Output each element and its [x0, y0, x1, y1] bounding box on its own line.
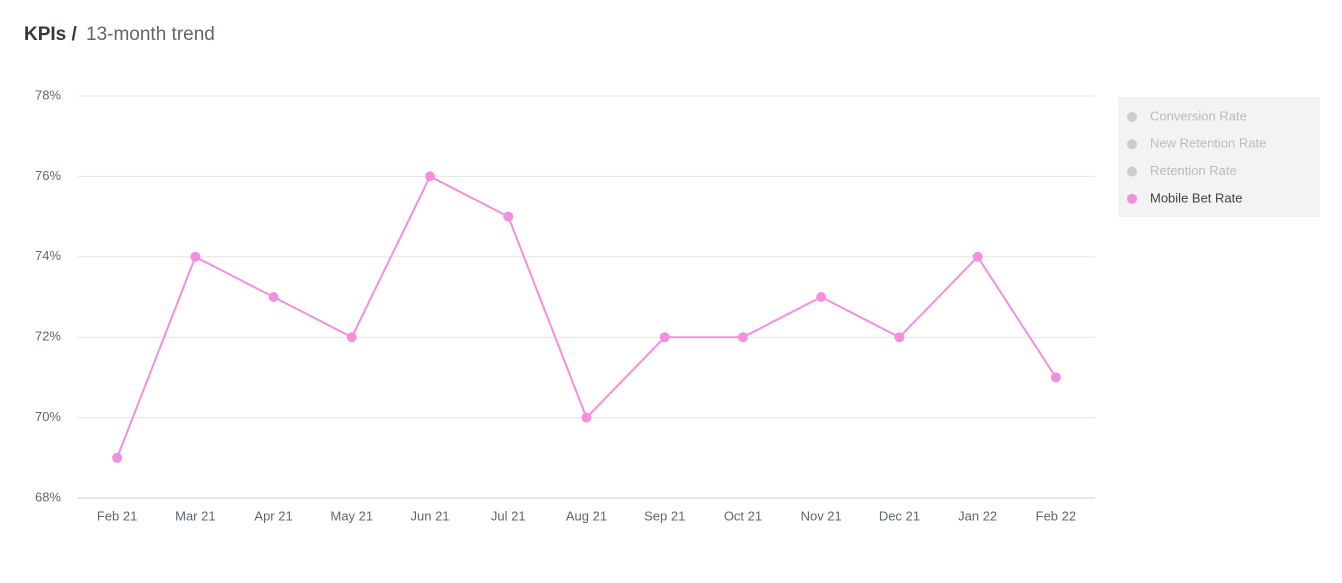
- x-tick-label: Feb 21: [97, 508, 137, 523]
- legend-label[interactable]: New Retention Rate: [1150, 136, 1266, 151]
- data-point: [503, 211, 514, 222]
- x-tick-label: Aug 21: [566, 508, 607, 523]
- x-tick-label: May 21: [330, 508, 373, 523]
- x-tick-label: Jul 21: [491, 508, 526, 523]
- data-point: [581, 412, 592, 423]
- data-point: [112, 452, 123, 463]
- legend-label[interactable]: Conversion Rate: [1150, 108, 1247, 123]
- y-tick-label: 76%: [35, 168, 61, 183]
- data-point: [659, 332, 670, 343]
- chart-subtitle: 13-month trend: [86, 24, 215, 45]
- chart-title: KPIs /: [24, 24, 78, 45]
- x-tick-label: Nov 21: [801, 508, 842, 523]
- x-tick-label: Apr 21: [254, 508, 292, 523]
- legend-label[interactable]: Mobile Bet Rate: [1150, 190, 1243, 205]
- data-point: [972, 251, 983, 262]
- legend-marker[interactable]: [1127, 112, 1137, 122]
- legend-box: [1118, 97, 1320, 217]
- y-tick-label: 74%: [35, 248, 61, 263]
- x-tick-label: Feb 22: [1036, 508, 1076, 523]
- y-tick-label: 72%: [35, 329, 61, 344]
- x-tick-label: Jan 22: [958, 508, 997, 523]
- x-tick-label: Sep 21: [644, 508, 685, 523]
- x-tick-label: Dec 21: [879, 508, 920, 523]
- x-tick-label: Jun 21: [411, 508, 450, 523]
- data-point: [346, 332, 357, 343]
- y-tick-label: 70%: [35, 409, 61, 424]
- data-point: [268, 292, 279, 302]
- y-tick-label: 68%: [35, 489, 61, 504]
- y-tick-label: 78%: [35, 87, 61, 102]
- legend-marker[interactable]: [1127, 139, 1137, 150]
- legend-marker[interactable]: [1127, 166, 1137, 177]
- data-point: [894, 332, 905, 343]
- x-tick-label: Mar 21: [175, 508, 215, 523]
- data-point: [737, 332, 748, 343]
- x-tick-label: Oct 21: [724, 508, 762, 523]
- data-point: [425, 171, 436, 182]
- legend-label[interactable]: Retention Rate: [1150, 163, 1237, 178]
- legend-marker[interactable]: [1127, 193, 1137, 204]
- data-point: [1050, 372, 1061, 383]
- data-point: [190, 251, 201, 262]
- data-point: [816, 292, 827, 302]
